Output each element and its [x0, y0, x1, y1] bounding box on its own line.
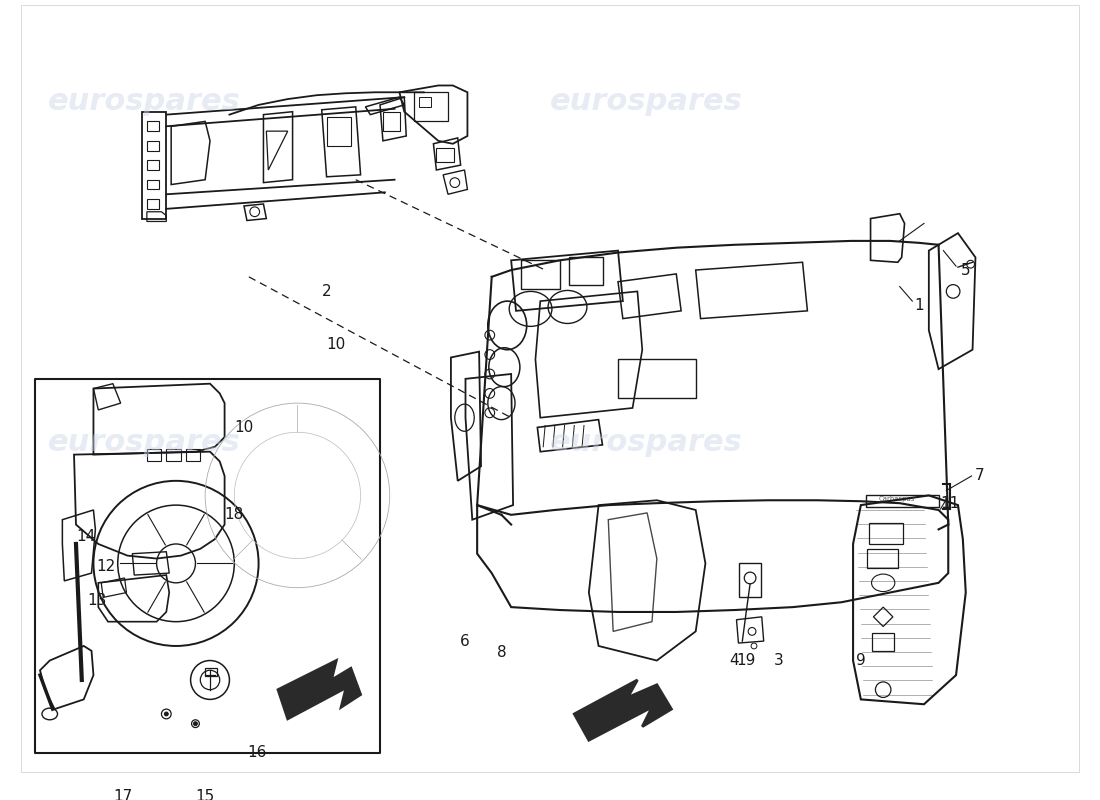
Text: eurospares: eurospares	[47, 429, 241, 458]
Text: 3: 3	[773, 653, 783, 668]
Text: 9: 9	[856, 653, 866, 668]
Text: eurospares: eurospares	[550, 86, 742, 115]
Bar	[147, 199, 158, 209]
Text: eurospares: eurospares	[550, 429, 742, 458]
Text: Carbaspas: Carbaspas	[878, 496, 915, 502]
Text: 11: 11	[940, 496, 960, 510]
Bar	[739, 563, 761, 598]
Bar	[414, 92, 448, 122]
Bar	[867, 549, 898, 568]
Text: 7: 7	[975, 469, 984, 483]
Bar	[147, 122, 158, 131]
Text: 10: 10	[327, 338, 345, 352]
Text: 8: 8	[496, 646, 506, 660]
Bar	[147, 160, 158, 170]
Bar	[147, 180, 158, 190]
Bar	[147, 141, 158, 150]
Text: 19: 19	[737, 653, 756, 668]
Text: 4: 4	[729, 653, 739, 668]
Bar	[383, 112, 400, 131]
Bar	[618, 359, 695, 398]
Text: 13: 13	[88, 593, 107, 608]
Text: 6: 6	[460, 634, 470, 649]
Bar	[872, 634, 894, 651]
Polygon shape	[278, 661, 361, 719]
Text: 12: 12	[97, 559, 116, 574]
Bar	[869, 522, 903, 544]
Bar	[419, 97, 430, 107]
Text: 18: 18	[224, 507, 244, 522]
Text: 2: 2	[322, 284, 331, 299]
Text: 16: 16	[248, 746, 266, 760]
Polygon shape	[574, 680, 671, 740]
Text: 14: 14	[76, 529, 96, 544]
Text: eurospares: eurospares	[47, 86, 241, 115]
Bar	[521, 260, 560, 290]
Text: 5: 5	[961, 262, 970, 278]
Text: 1: 1	[914, 298, 924, 314]
Circle shape	[164, 712, 168, 716]
Bar	[206, 668, 217, 676]
Bar	[866, 495, 938, 507]
Circle shape	[194, 722, 197, 726]
Text: 10: 10	[234, 420, 254, 435]
Bar	[327, 117, 351, 146]
Bar	[35, 379, 379, 753]
Text: 17: 17	[113, 789, 132, 800]
Bar	[437, 148, 454, 162]
Text: 15: 15	[196, 789, 214, 800]
Bar	[570, 258, 604, 285]
